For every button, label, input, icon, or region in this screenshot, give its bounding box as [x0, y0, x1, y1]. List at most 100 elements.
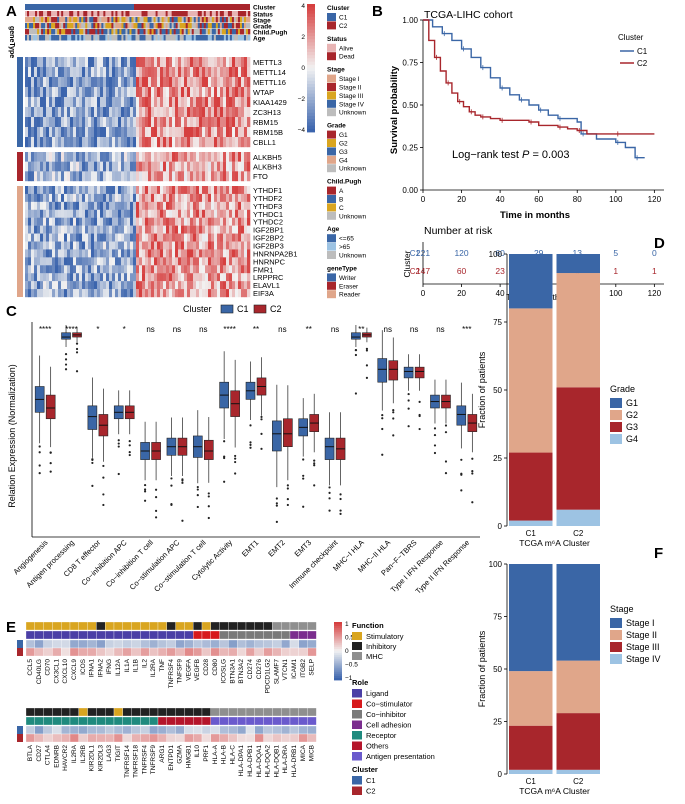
immune-gene-label: ICOSLG: [221, 659, 228, 684]
stage-track-cell: [73, 17, 76, 23]
stage-track-cell: [31, 17, 34, 23]
bar-segment: [509, 769, 553, 774]
heatmap-cell: [103, 152, 107, 162]
heatmap-cell: [214, 77, 218, 88]
e-colorbar-step: [334, 676, 342, 679]
heatmap-cell: [28, 171, 32, 182]
heatmap-cell: [85, 273, 89, 282]
heatmap-cell: [136, 107, 140, 118]
heatmap-cell: [91, 201, 95, 210]
heatmap-cell: [46, 225, 50, 234]
legend-item: Stage I: [339, 76, 360, 83]
heatmap-cell: [130, 152, 134, 162]
grade-track-cell: [39, 23, 42, 29]
childpugh-track-cell: [149, 29, 152, 35]
e-colorbar-step: [334, 637, 342, 640]
heatmap-cell: [136, 289, 140, 298]
heatmap-cell: [142, 107, 146, 118]
role-cell: [210, 716, 220, 726]
heatmap-cell: [97, 161, 101, 172]
heatmap-cell: [28, 97, 32, 108]
heatmap-cell: [25, 265, 29, 274]
heatmap-cell: [151, 152, 155, 162]
heatmap-cell: [64, 209, 68, 218]
heatmap-cell: [193, 265, 197, 274]
heatmap-cell: [232, 127, 236, 138]
immune-gene-label: IL12A: [115, 658, 122, 676]
box-outlier: [223, 480, 226, 483]
heatmap-cell: [244, 265, 248, 274]
role-cell: [105, 630, 115, 640]
heatmap-cell: [91, 186, 95, 195]
function-cell: [122, 707, 132, 717]
heatmap-cell: [106, 225, 110, 234]
heatmap-cell: [85, 241, 89, 250]
heatmap-cell: [193, 233, 197, 242]
heatmap-cell: [88, 289, 92, 298]
heatmap-cell: [193, 127, 197, 138]
box-outlier: [302, 458, 305, 461]
panel-c-boxplot: Cluster C1 C2 ****Angiogenesis****Antige…: [7, 304, 480, 596]
heatmap-row: [25, 186, 251, 195]
role-swatch: [352, 720, 362, 729]
heatmap-cell: [175, 57, 179, 68]
e-colorbar-step: [334, 633, 342, 636]
childpugh-track-cell: [123, 29, 126, 35]
heatmap-cell: [175, 249, 179, 258]
heatmap-cell: [169, 217, 173, 226]
grade-track-cell: [237, 23, 241, 29]
heatmap-cell: [226, 201, 230, 210]
legend-swatch: [327, 91, 336, 100]
risk-value: 1: [652, 266, 657, 276]
heatmap-cell: [217, 152, 221, 162]
heatmap-cell: [121, 257, 125, 266]
stage-track-cell: [171, 17, 174, 23]
immune-gene-label: IFNG: [106, 659, 113, 675]
heatmap-cell: [73, 265, 77, 274]
age-track-cell: [235, 35, 239, 41]
bar-legend-label: G3: [626, 422, 638, 432]
colorbar-step: [307, 109, 315, 114]
heatmap-cell: [235, 257, 239, 266]
heatmap-cell: [199, 127, 203, 138]
heatmap-cell: [67, 171, 71, 182]
heatmap-cell: [181, 193, 185, 203]
heatmap-cell: [88, 117, 92, 128]
grade-track-cell: [169, 23, 172, 29]
heatmap-cell: [157, 152, 161, 162]
heatmap-cell: [208, 193, 212, 203]
heatmap-cell: [151, 273, 155, 282]
heatmap-row: [25, 67, 251, 78]
stage-track-cell: [205, 17, 209, 23]
bar-y-tick-label: 50: [493, 665, 502, 674]
immune-heat-cell: [34, 733, 44, 743]
grade-track-cell: [177, 23, 180, 29]
function-cell: [78, 707, 88, 717]
heatmap-cell: [82, 241, 86, 250]
heatmap-cell: [211, 281, 215, 290]
age-track-cell: [189, 35, 193, 41]
heatmap-cell: [193, 117, 197, 128]
heatmap-cell: [136, 233, 140, 242]
heatmap-cell: [184, 87, 188, 98]
heatmap-cell: [157, 233, 161, 242]
childpugh-track-cell: [169, 29, 172, 35]
heatmap-cell: [169, 225, 173, 234]
childpugh-track-cell: [193, 29, 197, 35]
grade-track: [25, 23, 251, 29]
role-cell: [245, 716, 255, 726]
age-track-cell: [151, 35, 154, 41]
heatmap-cell: [148, 241, 152, 250]
grade-track-cell: [109, 23, 112, 29]
heatmap-cell: [58, 127, 62, 138]
heatmap-cell: [64, 117, 68, 128]
e-colorbar-step: [334, 645, 342, 648]
heatmap-cell: [145, 77, 149, 88]
risk-x-tick-label: 120: [648, 289, 662, 298]
colorbar-step: [307, 7, 315, 11]
immune-heat-cell: [263, 647, 273, 657]
heatmap-cell: [130, 233, 134, 242]
heatmap-cell: [58, 107, 62, 118]
function-cell: [43, 621, 53, 631]
heatmap-cell: [136, 152, 140, 162]
